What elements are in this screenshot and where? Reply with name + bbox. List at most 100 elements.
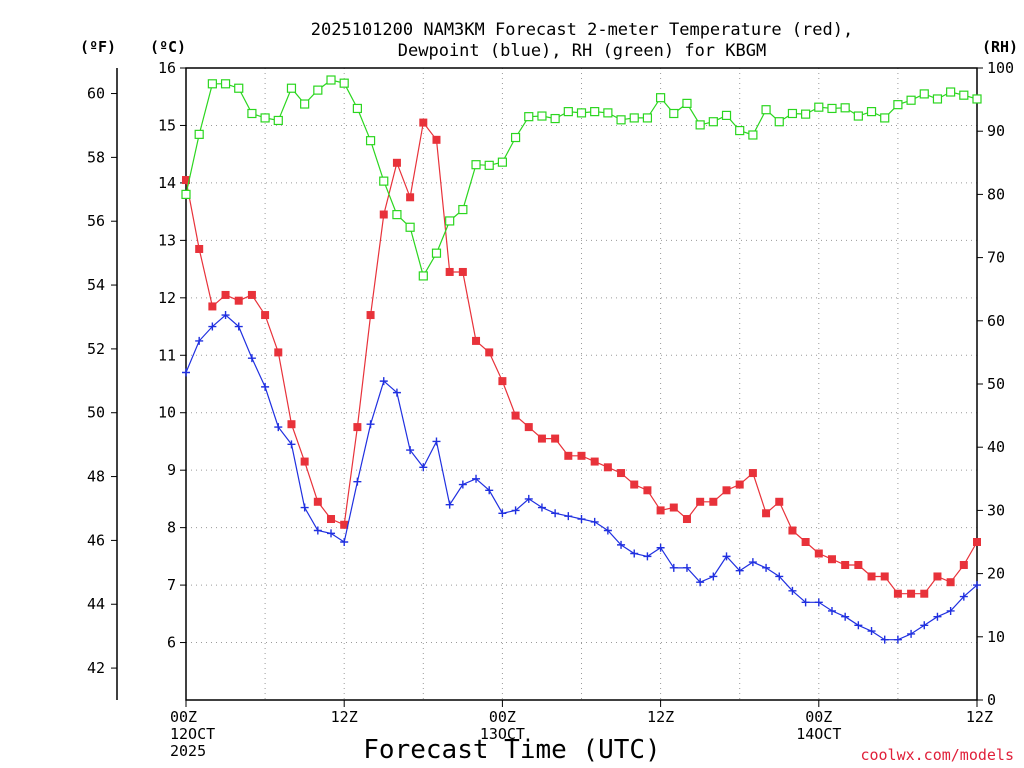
rh-tick-label: 20 bbox=[987, 565, 1005, 583]
rh-point bbox=[893, 100, 903, 110]
dewpoint-point bbox=[221, 311, 230, 320]
rh-point bbox=[207, 79, 217, 89]
rh-point bbox=[234, 83, 244, 93]
2-meter-temperature-point bbox=[762, 509, 771, 518]
dewpoint-point bbox=[511, 506, 520, 515]
rh-point bbox=[550, 113, 560, 124]
dewpoint-point bbox=[247, 354, 256, 363]
rh-point bbox=[563, 107, 573, 117]
rh-point bbox=[721, 110, 732, 121]
2-meter-temperature-point bbox=[208, 302, 217, 311]
rh-tick-label: 50 bbox=[987, 375, 1005, 393]
2-meter-temperature-point bbox=[379, 210, 388, 219]
fahrenheit-tick-label: 48 bbox=[87, 468, 105, 486]
rh-point bbox=[787, 108, 798, 119]
dewpoint-point bbox=[656, 543, 665, 552]
2-meter-temperature-point bbox=[933, 572, 942, 581]
rh-point bbox=[392, 210, 402, 220]
dewpoint-point bbox=[208, 322, 217, 331]
rh-point bbox=[814, 102, 824, 112]
dewpoint-point bbox=[603, 526, 612, 535]
2-meter-temperature-point bbox=[353, 423, 362, 432]
rh-point bbox=[946, 87, 956, 97]
rh-tick-label: 90 bbox=[987, 122, 1005, 140]
rh-tick-label: 0 bbox=[987, 691, 996, 709]
rh-point bbox=[379, 176, 389, 186]
2-meter-temperature-point bbox=[959, 560, 968, 569]
fahrenheit-tick-label: 42 bbox=[87, 659, 105, 677]
rh-point bbox=[906, 95, 916, 105]
2-meter-temperature-point bbox=[709, 497, 718, 506]
dewpoint-point bbox=[353, 477, 362, 486]
rh-point bbox=[445, 216, 455, 226]
rh-point bbox=[300, 99, 310, 109]
2-meter-temperature-point bbox=[511, 411, 520, 420]
dewpoint-point bbox=[287, 440, 296, 449]
rh-point bbox=[326, 75, 336, 85]
dewpoint-point bbox=[696, 578, 705, 587]
2-meter-temperature-point bbox=[590, 457, 599, 466]
rh-point bbox=[629, 113, 639, 123]
axis-ticks: 6789101112131415164244464850525456586001… bbox=[87, 59, 1014, 760]
dewpoint-point bbox=[313, 526, 322, 535]
2-meter-temperature-point bbox=[696, 497, 705, 506]
rh-point bbox=[669, 108, 679, 119]
rh-point bbox=[537, 111, 547, 121]
2-meter-temperature-point bbox=[432, 135, 441, 144]
2-meter-temperature-point bbox=[340, 520, 349, 529]
fahrenheit-tick-label: 56 bbox=[87, 212, 105, 230]
2-meter-temperature-point bbox=[735, 480, 744, 489]
2-meter-temperature-point bbox=[814, 549, 823, 558]
celsius-tick-label: 14 bbox=[158, 174, 176, 192]
dewpoint-point bbox=[182, 368, 190, 377]
rh-point bbox=[313, 85, 323, 95]
2-meter-temperature-point bbox=[274, 348, 283, 357]
rh-tick-label: 40 bbox=[987, 438, 1005, 456]
dewpoint-point bbox=[735, 566, 744, 575]
2-meter-temperature-point bbox=[287, 420, 296, 429]
x-tick-label: 2025 bbox=[170, 742, 206, 760]
x-tick-label: 00Z bbox=[805, 708, 832, 726]
2-meter-temperature-point bbox=[788, 526, 797, 535]
dewpoint-point bbox=[959, 592, 968, 601]
dewpoint-point bbox=[893, 635, 902, 644]
2-meter-temperature-point bbox=[406, 193, 415, 202]
rh-point bbox=[932, 94, 943, 104]
2-meter-temperature-point bbox=[801, 538, 810, 546]
rh-point bbox=[431, 248, 442, 258]
dewpoint-point bbox=[748, 558, 757, 567]
rh-point bbox=[708, 117, 718, 127]
fahrenheit-unit-label: (ºF) bbox=[80, 38, 116, 56]
celsius-tick-label: 9 bbox=[167, 461, 176, 479]
x-tick-label: 12OCT bbox=[170, 725, 215, 743]
dewpoint-point bbox=[775, 572, 784, 581]
rh-point bbox=[590, 107, 600, 117]
credit-text: coolwx.com/models bbox=[860, 746, 1014, 764]
2-meter-temperature-point bbox=[366, 311, 375, 320]
2-meter-temperature-point bbox=[313, 497, 322, 506]
celsius-tick-label: 8 bbox=[167, 519, 176, 537]
dewpoint-point bbox=[867, 627, 876, 636]
dewpoint-point bbox=[537, 503, 546, 512]
rh-point bbox=[181, 189, 191, 199]
celsius-tick-label: 6 bbox=[167, 634, 176, 652]
rh-point bbox=[774, 117, 784, 127]
dewpoint-point bbox=[327, 529, 336, 538]
celsius-tick-label: 10 bbox=[158, 404, 176, 422]
rh-point bbox=[339, 78, 349, 88]
x-tick-label: 12Z bbox=[966, 708, 993, 726]
rh-point bbox=[748, 130, 758, 140]
rh-point bbox=[220, 79, 231, 89]
x-tick-label: 13OCT bbox=[480, 725, 525, 743]
rh-point bbox=[524, 112, 534, 122]
rh-point bbox=[471, 160, 481, 170]
2-meter-temperature-point bbox=[195, 244, 204, 253]
2-meter-temperature-point bbox=[880, 572, 889, 581]
2-meter-temperature-point bbox=[630, 480, 639, 489]
dewpoint-point bbox=[669, 563, 678, 572]
rh-point bbox=[405, 222, 415, 232]
rh-tick-label: 10 bbox=[987, 628, 1005, 646]
x-tick-label: 12Z bbox=[647, 708, 674, 726]
dewpoint-point bbox=[841, 612, 850, 621]
x-axis-label: Forecast Time (UTC) bbox=[363, 735, 660, 765]
